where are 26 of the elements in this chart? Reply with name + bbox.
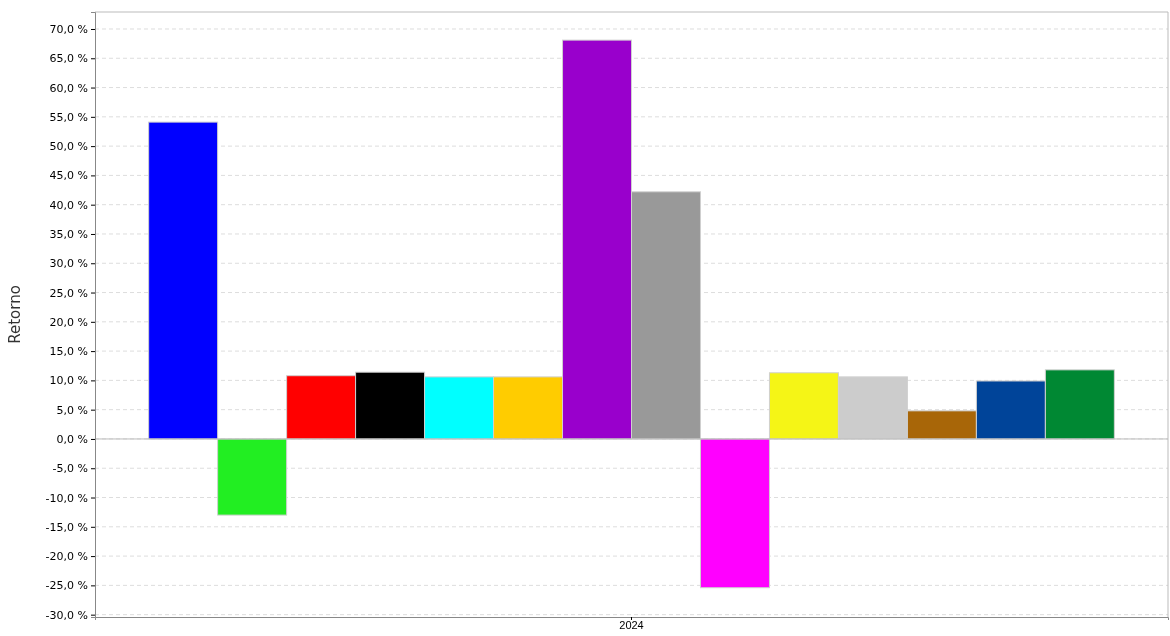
bar [148,121,219,440]
bar [699,438,770,589]
y-tick-label: 55,0 % [49,110,88,124]
y-tick-label: 60,0 % [49,81,88,95]
y-tick-label: 30,0 % [49,257,88,271]
y-tick-label: -20,0 % [45,550,88,564]
y-tick-label: 40,0 % [49,198,88,212]
x-tick-label: 2024 [619,619,644,632]
y-tick-label: 0,0 % [56,432,88,446]
y-tick-label: 25,0 % [49,286,88,300]
y-tick-label: 20,0 % [49,315,88,329]
y-tick-label: -15,0 % [45,520,88,534]
bar [217,438,288,516]
y-tick-label: 15,0 % [49,345,88,359]
y-tick-label: 5,0 % [56,403,88,417]
y-tick-label: -25,0 % [45,579,88,593]
y-tick-label: 10,0 % [49,374,88,388]
y-tick-label: 45,0 % [49,169,88,183]
y-tick-label: 50,0 % [49,140,88,154]
y-tick-label: 35,0 % [49,227,88,241]
y-tick-label: -5,0 % [52,462,88,476]
y-tick-label: 70,0 % [49,23,88,36]
y-axis-title: Retorno [6,285,24,344]
y-tick-label: 65,0 % [49,52,88,66]
y-tick-label: -30,0 % [45,608,88,622]
y-tick-label: -10,0 % [45,491,88,505]
